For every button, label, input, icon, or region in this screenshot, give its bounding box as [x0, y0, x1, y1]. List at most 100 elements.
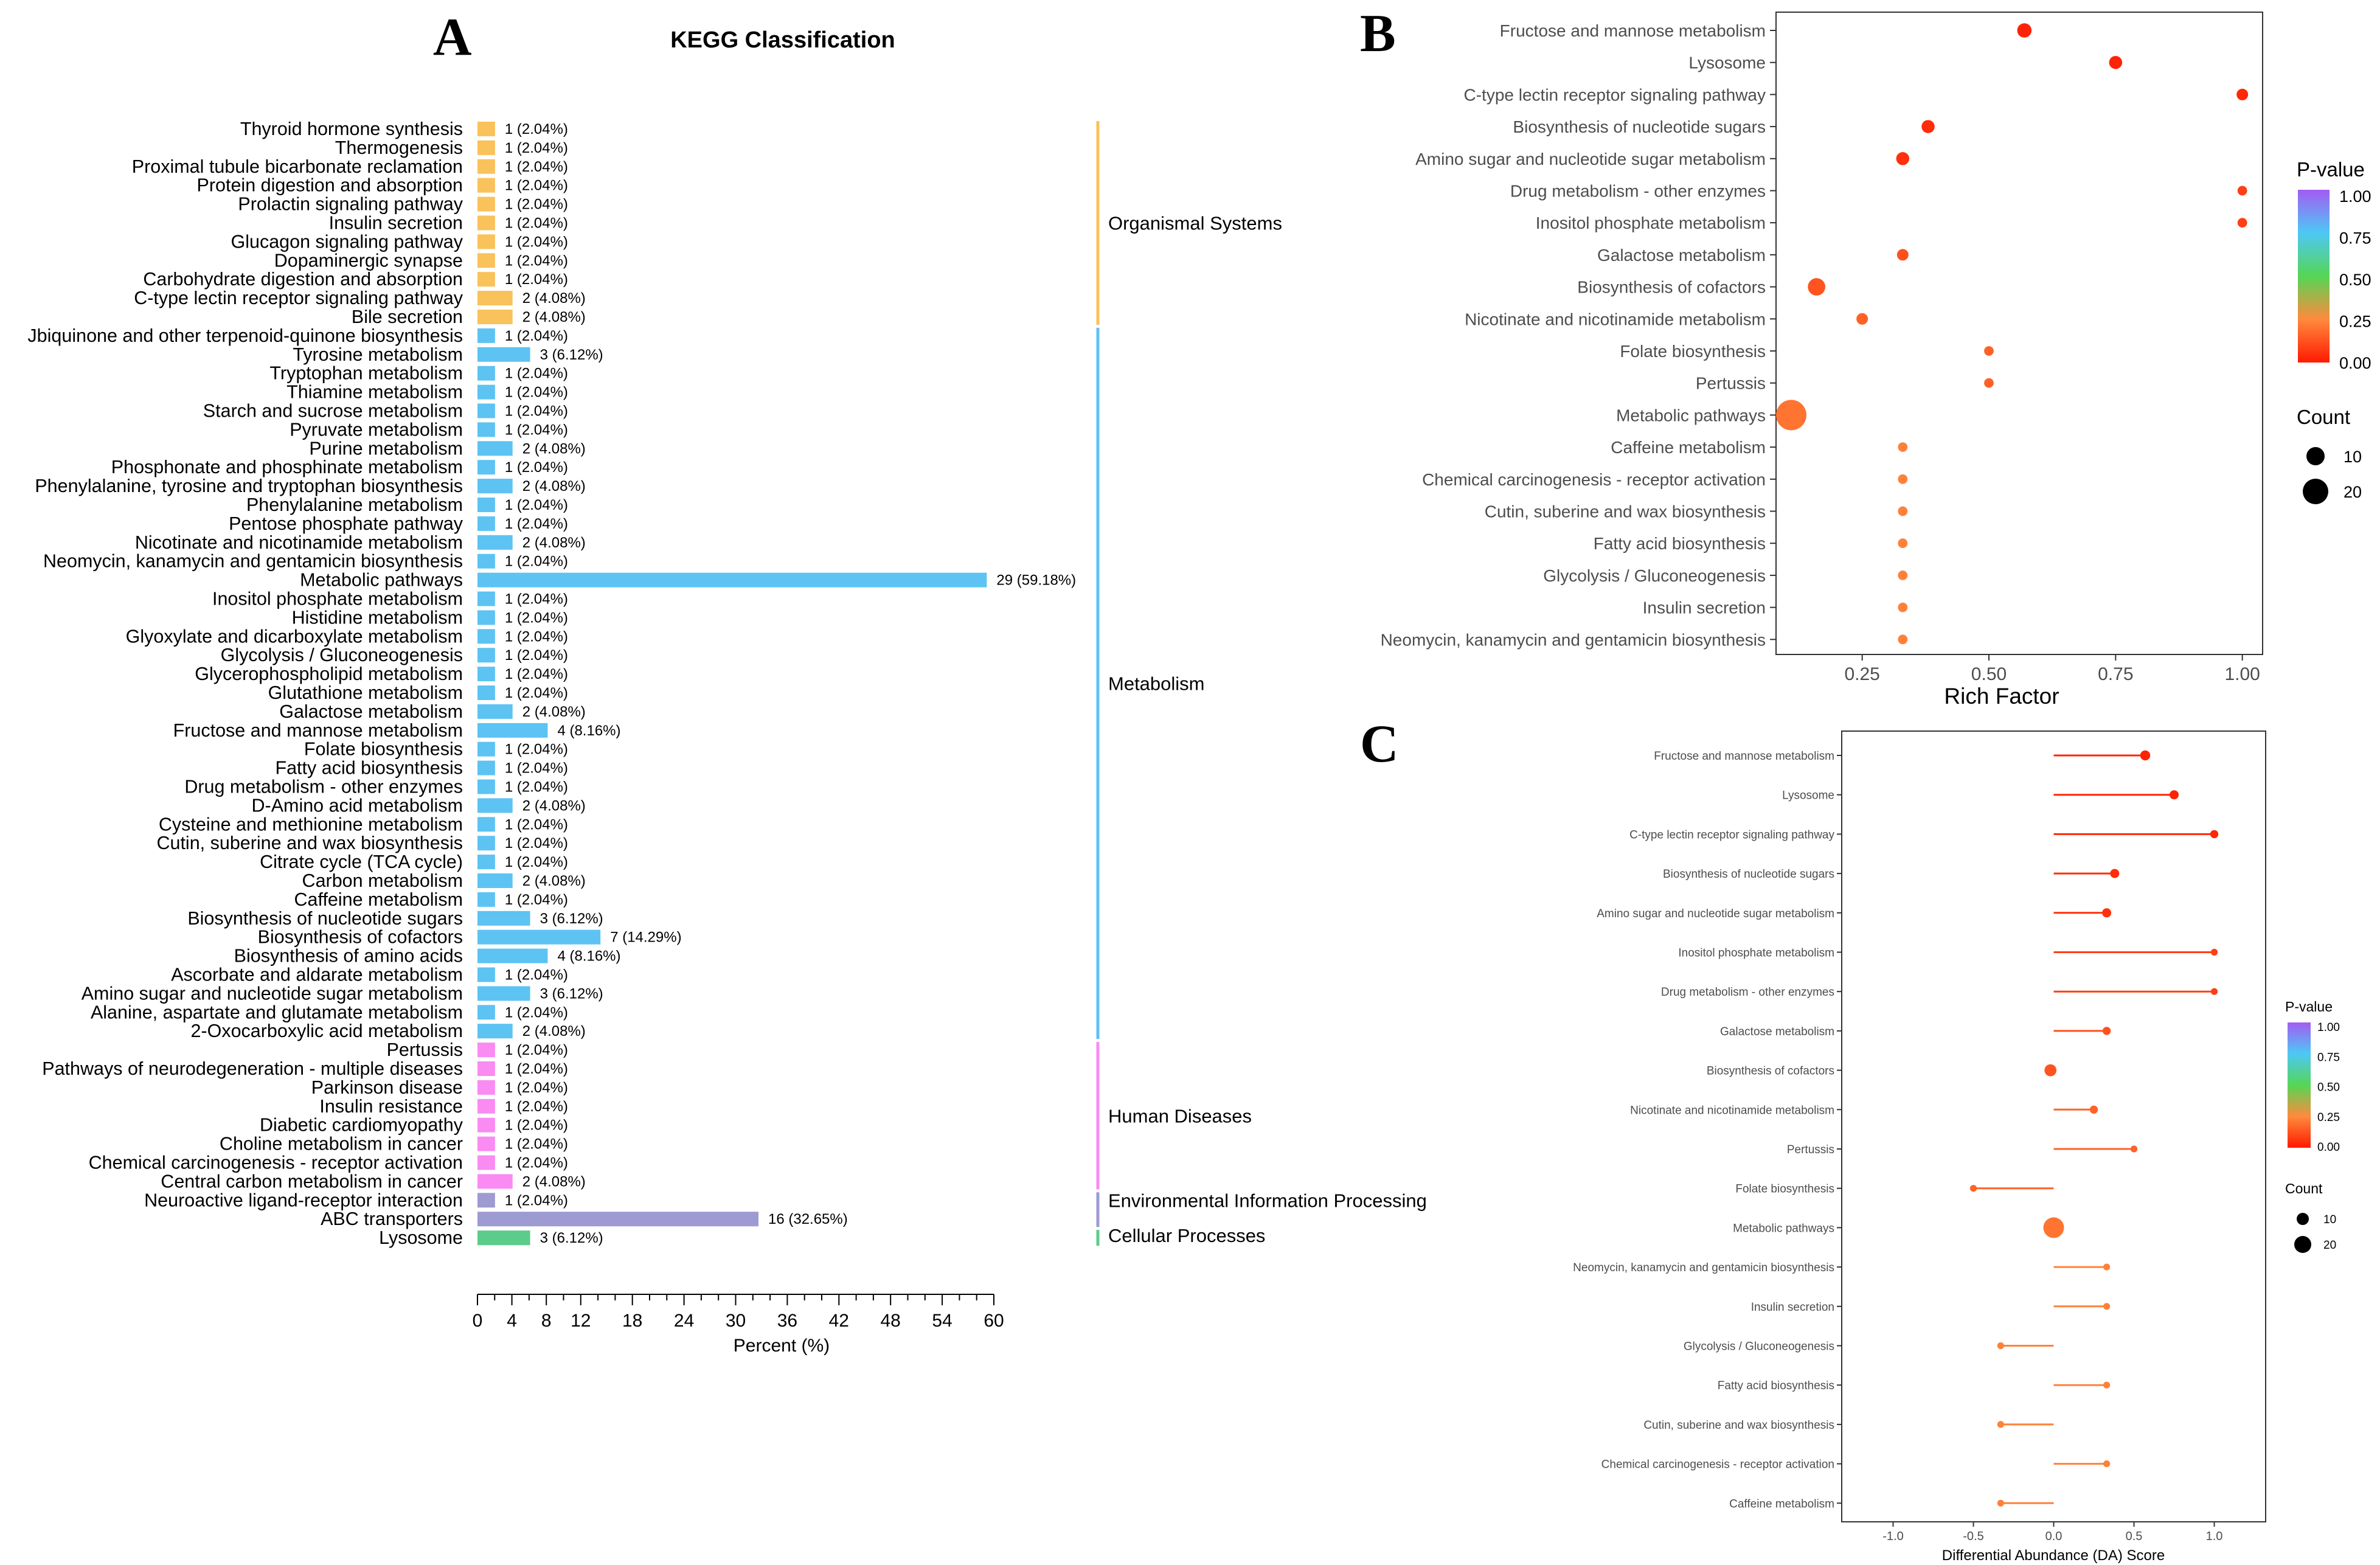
category-label: Cutin, suberine and wax biosynthesis	[156, 833, 463, 853]
bar	[477, 553, 495, 569]
pathway-label: Fatty acid biosynthesis	[1594, 534, 1766, 553]
x-tick-label: 1.00	[2224, 664, 2260, 684]
data-point	[2110, 869, 2120, 878]
pathway-label: Fructose and mannose metabolism	[1500, 21, 1766, 40]
data-label: 1 (2.04%)	[505, 628, 568, 645]
category-label: Glutathione metabolism	[268, 682, 463, 703]
data-label: 3 (6.12%)	[540, 985, 603, 1002]
pathway-label: Biosynthesis of nucleotide sugars	[1663, 868, 1834, 881]
pathway-label: Inositol phosphate metabolism	[1678, 947, 1834, 960]
category-label: Protein digestion and absorption	[197, 175, 463, 196]
category-label: Dopaminergic synapse	[274, 250, 463, 271]
category-label: Biosynthesis of nucleotide sugars	[187, 908, 463, 929]
colorbar-tick-label: 0.50	[2317, 1081, 2340, 1094]
pathway-label: Chemical carcinogenesis - receptor activ…	[1422, 470, 1766, 489]
data-point	[1898, 506, 1908, 516]
size-legend-label: 20	[2344, 483, 2362, 501]
x-tick-label: 24	[674, 1311, 694, 1331]
data-point	[2089, 1105, 2098, 1114]
category-label: Purine metabolism	[309, 438, 463, 459]
data-label: 1 (2.04%)	[505, 741, 568, 758]
chart-c-xlabel: Differential Abundance (DA) Score	[1942, 1547, 2165, 1564]
x-tick-label: 18	[622, 1311, 642, 1331]
data-point	[2236, 88, 2249, 100]
data-label: 1 (2.04%)	[505, 366, 568, 382]
data-label: 1 (2.04%)	[505, 1098, 568, 1115]
data-label: 2 (4.08%)	[522, 1173, 586, 1190]
data-label: 3 (6.12%)	[540, 347, 603, 363]
data-label: 1 (2.04%)	[505, 685, 568, 701]
category-label: C-type lectin receptor signaling pathway	[134, 288, 463, 308]
data-label: 2 (4.08%)	[522, 535, 586, 551]
category-label: Glucagon signaling pathway	[231, 231, 463, 252]
colorbar	[2288, 1022, 2311, 1148]
pathway-label: Galactose metabolism	[1597, 246, 1766, 265]
bar	[477, 178, 495, 193]
data-label: 1 (2.04%)	[505, 516, 568, 532]
data-point	[2237, 186, 2247, 196]
category-label: Lysosome	[379, 1227, 463, 1248]
pathway-label: C-type lectin receptor signaling pathway	[1464, 85, 1766, 104]
data-label: 1 (2.04%)	[505, 403, 568, 420]
bar	[477, 422, 495, 437]
category-label: Choline metabolism in cancer	[220, 1134, 463, 1154]
category-label: Citrate cycle (TCA cycle)	[260, 852, 463, 872]
x-tick-label: 48	[881, 1311, 901, 1331]
category-label: Histidine metabolism	[292, 607, 463, 628]
pathway-label: Pertussis	[1787, 1143, 1834, 1156]
bar	[477, 760, 495, 776]
data-label: 2 (4.08%)	[522, 440, 586, 457]
pathway-label: Caffeine metabolism	[1729, 1497, 1834, 1510]
pathway-label: Cutin, suberine and wax biosynthesis	[1643, 1419, 1834, 1432]
category-label: Glycolysis / Gluconeogenesis	[221, 645, 463, 665]
chart-b-plot-frame	[1775, 12, 2263, 655]
colorbar-tick-label: 0.00	[2317, 1141, 2340, 1154]
legend-title: Count	[2297, 406, 2350, 428]
bar	[477, 1212, 758, 1227]
x-tick-label: 54	[932, 1311, 952, 1331]
data-label: 1 (2.04%)	[505, 252, 568, 269]
pathway-label: Cutin, suberine and wax biosynthesis	[1485, 502, 1766, 521]
bar	[477, 1098, 495, 1114]
data-label: 7 (14.29%)	[610, 929, 681, 946]
category-label: 2-Oxocarboxylic acid metabolism	[191, 1021, 463, 1041]
colorbar-tick-label: 0.50	[2339, 271, 2371, 289]
data-point	[2210, 830, 2219, 839]
size-legend-label: 10	[2344, 448, 2362, 466]
pathway-label: Chemical carcinogenesis - receptor activ…	[1601, 1459, 1834, 1471]
data-point	[2043, 1217, 2064, 1238]
data-point	[1898, 602, 1908, 612]
data-label: 2 (4.08%)	[522, 290, 586, 307]
bar	[477, 892, 495, 907]
pathway-label: Amino sugar and nucleotide sugar metabol…	[1415, 150, 1766, 168]
category-label: Chemical carcinogenesis - receptor activ…	[89, 1153, 463, 1173]
data-point	[2109, 55, 2123, 69]
category-label: Pyruvate metabolism	[290, 419, 463, 440]
category-label: Parkinson disease	[311, 1077, 463, 1098]
data-point	[2102, 1027, 2111, 1035]
group-label: Environmental Information Processing	[1108, 1190, 1427, 1211]
pathway-label: Insulin secretion	[1751, 1301, 1834, 1314]
bar	[477, 948, 548, 963]
bar	[477, 629, 495, 644]
x-tick-label: -1.0	[1882, 1530, 1903, 1543]
data-label: 1 (2.04%)	[505, 121, 568, 137]
data-label: 2 (4.08%)	[522, 478, 586, 494]
data-point	[2130, 1145, 2138, 1153]
bar	[477, 986, 530, 1001]
data-label: 1 (2.04%)	[505, 234, 568, 250]
bar	[477, 122, 495, 136]
colorbar-tick-label: 0.75	[2317, 1051, 2340, 1064]
data-label: 16 (32.65%)	[768, 1211, 848, 1227]
bar	[477, 929, 601, 945]
group-label: Human Diseases	[1108, 1105, 1252, 1126]
x-tick-label: 0.75	[2098, 664, 2133, 684]
data-point	[1808, 278, 1825, 296]
bar	[477, 610, 495, 625]
bar	[477, 1174, 513, 1189]
data-label: 2 (4.08%)	[522, 1023, 586, 1039]
category-label: Prolactin signaling pathway	[238, 194, 463, 215]
data-point	[2044, 1064, 2057, 1077]
bar	[477, 1136, 495, 1151]
bar	[477, 648, 495, 663]
